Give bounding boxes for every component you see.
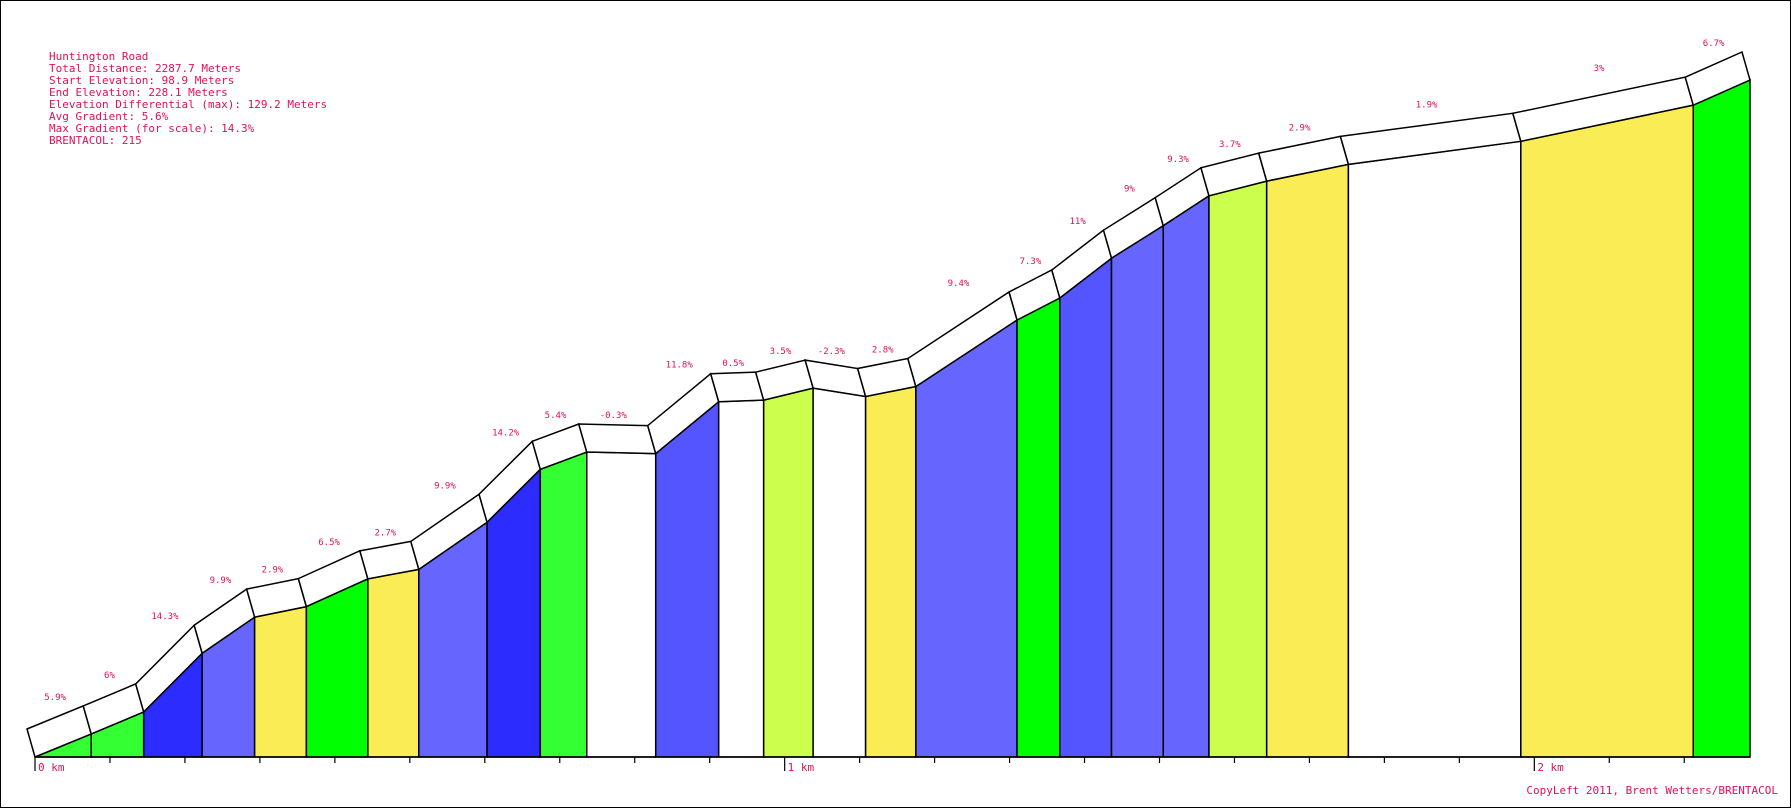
info-line: Start Elevation: 98.9 Meters <box>49 74 234 87</box>
gradient-label: 0.5% <box>722 359 744 369</box>
gradient-label: 3.7% <box>1219 140 1241 150</box>
segment-fill <box>812 387 867 758</box>
km-tick-label: 2 km <box>1537 761 1564 774</box>
distance-axis: 0 km 1 km 2 km <box>34 756 1750 774</box>
info-line: Max Gradient (for scale): 14.3% <box>49 122 255 135</box>
km-tick-label: 0 km <box>38 761 65 774</box>
gradient-label: 9.3% <box>1167 155 1189 165</box>
gradient-label: 9% <box>1124 185 1135 195</box>
segment-fill <box>586 451 657 758</box>
gradient-label: 6.5% <box>318 538 340 548</box>
gradient-label: 6% <box>104 671 115 681</box>
segment-fill <box>915 318 1018 758</box>
segment-fill <box>253 605 308 758</box>
gradient-labels: 5.9% 6% 14.3% 9.9% 2.9% 6.5% 2.7% 9.9% 14.2% 5.4%… <box>44 39 1725 703</box>
gradient-label: -0.3% <box>600 411 628 421</box>
segment-fill <box>1016 296 1061 758</box>
gradient-label: 2.9% <box>1289 123 1311 133</box>
segment-fill <box>305 577 369 758</box>
gradient-label: 3.5% <box>770 347 792 357</box>
gradient-label: 3% <box>1594 64 1605 74</box>
segment-fill <box>864 385 917 758</box>
info-line: Avg Gradient: 5.6% <box>49 110 169 123</box>
segment-fill <box>1347 140 1522 758</box>
gradient-label: 14.3% <box>151 612 179 622</box>
segment-fill <box>762 387 814 758</box>
gradient-band <box>577 423 657 455</box>
gradient-label: 14.2% <box>492 428 520 438</box>
gradient-label: -2.3% <box>818 347 846 357</box>
segment-fill <box>717 399 765 758</box>
gradient-label: 7.3% <box>1020 257 1042 267</box>
gradient-label: 5.9% <box>44 693 66 703</box>
gradient-band <box>1684 50 1751 107</box>
gradient-label: 2.7% <box>374 528 396 538</box>
gradient-label: 9.4% <box>948 279 970 289</box>
info-line: End Elevation: 228.1 Meters <box>49 86 228 99</box>
segment-fills <box>34 78 1751 758</box>
info-line: Total Distance: 2287.7 Meters <box>49 62 241 75</box>
info-line: BRENTACOL: 215 <box>49 134 142 147</box>
gradient-band <box>709 371 765 403</box>
segment-fill <box>1110 224 1164 758</box>
segment-fill <box>539 450 588 758</box>
segment-fill <box>1520 104 1695 758</box>
gradient-label: 5.4% <box>545 411 567 421</box>
gradient-label: 9.9% <box>210 576 232 586</box>
gradient-label: 2.8% <box>872 346 894 356</box>
gradient-bands <box>26 50 1751 759</box>
segment-fill <box>1692 78 1751 758</box>
gradient-label: 2.9% <box>262 566 284 576</box>
info-line: Huntington Road <box>49 50 148 63</box>
info-line: Elevation Differential (max): 129.2 Mete… <box>49 98 327 111</box>
segment-fill <box>1059 256 1113 758</box>
segment-fill <box>1162 194 1210 758</box>
segment-fill <box>367 568 420 758</box>
km-tick-label: 1 km <box>788 761 815 774</box>
segment-fill <box>1265 163 1350 758</box>
gradient-label: 11% <box>1070 217 1087 227</box>
gradient-label: 6.7% <box>1703 39 1725 49</box>
segment-fill <box>1208 180 1268 758</box>
gradient-label: 9.9% <box>434 481 456 491</box>
copyright-text: CopyLeft 2011, Brent Wetters/BRENTACOL <box>1526 784 1778 797</box>
gradient-label: 1.9% <box>1416 100 1438 110</box>
segment-fill <box>654 400 720 758</box>
gradient-label: 11.8% <box>666 361 694 371</box>
